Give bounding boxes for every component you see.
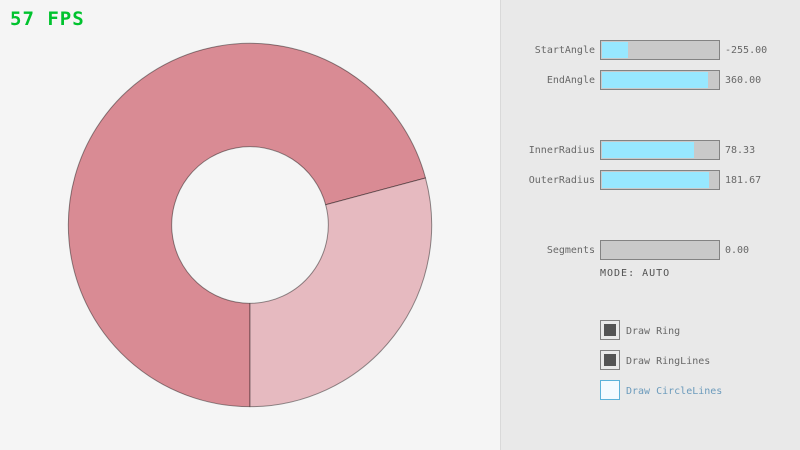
checkbox-row-draw-ringlines: Draw RingLines [600, 350, 800, 370]
fps-counter: 57 FPS [10, 8, 85, 30]
draw-ringlines-checkbox[interactable] [600, 350, 620, 370]
mode-indicator: MODE: AUTO [600, 268, 671, 279]
start-angle-label: StartAngle [534, 45, 595, 56]
inner-radius-label: InnerRadius [528, 145, 595, 156]
ring-sector-major [67, 42, 427, 408]
ring-sector-minor [249, 177, 433, 408]
slider-row-inner-radius: InnerRadius 78.33 [0, 140, 800, 160]
end-angle-value: 360.00 [725, 75, 762, 86]
draw-circlelines-label: Draw CircleLines [626, 386, 723, 397]
outer-radius-slider[interactable] [600, 170, 720, 190]
start-angle-slider-fill [602, 42, 628, 58]
inner-radius-slider-fill [602, 142, 695, 158]
segments-value: 0.00 [725, 245, 750, 256]
slider-row-start-angle: StartAngle -255.00 [0, 40, 800, 60]
slider-row-segments: Segments 0.00 [0, 240, 800, 260]
draw-ring-label: Draw Ring [626, 326, 681, 337]
slider-row-outer-radius: OuterRadius 181.67 [0, 170, 800, 190]
draw-ring-checkbox[interactable] [600, 320, 620, 340]
start-angle-slider[interactable] [600, 40, 720, 60]
outer-radius-value: 181.67 [725, 175, 762, 186]
draw-circlelines-checkbox[interactable] [600, 380, 620, 400]
outer-radius-slider-fill [602, 172, 710, 188]
checkbox-row-draw-ring: Draw Ring [600, 320, 800, 340]
slider-row-end-angle: EndAngle 360.00 [0, 70, 800, 90]
segments-slider[interactable] [600, 240, 720, 260]
inner-radius-slider[interactable] [600, 140, 720, 160]
ring-chart [67, 42, 433, 408]
draw-ringlines-label: Draw RingLines [626, 356, 711, 367]
outer-radius-label: OuterRadius [528, 175, 595, 186]
end-angle-slider-fill [602, 72, 709, 88]
inner-radius-value: 78.33 [725, 145, 756, 156]
checkbox-row-draw-circlelines: Draw CircleLines [600, 380, 800, 400]
start-angle-value: -255.00 [725, 45, 768, 56]
end-angle-slider[interactable] [600, 70, 720, 90]
end-angle-label: EndAngle [546, 75, 595, 86]
segments-label: Segments [546, 245, 595, 256]
